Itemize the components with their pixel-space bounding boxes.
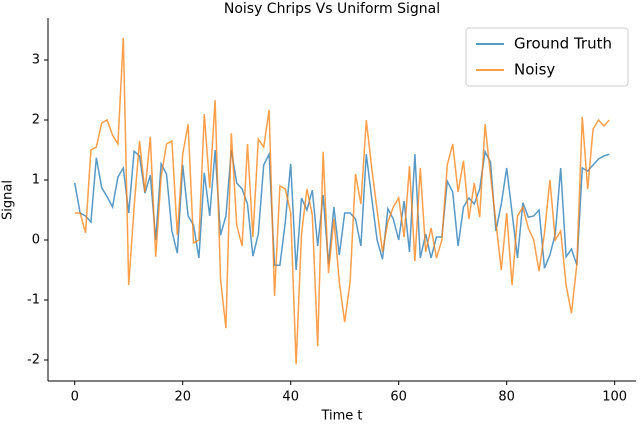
y-tick-label: 0: [32, 233, 40, 248]
x-tick-label: 40: [282, 390, 299, 405]
data-line: [73, 149, 610, 271]
x-tick-label: 60: [390, 390, 407, 405]
y-tick-label: -2: [27, 353, 40, 368]
x-tick-label: 0: [71, 390, 79, 405]
data-line: [74, 37, 610, 365]
legend-label: Ground Truth: [514, 35, 612, 53]
x-tick-label: 20: [174, 390, 191, 405]
y-axis-label: Signal: [1, 180, 16, 220]
y-tick-label: 1: [32, 173, 40, 188]
legend-label: Noisy: [514, 61, 555, 79]
chart-title: Noisy Chrips Vs Uniform Signal: [224, 1, 440, 17]
y-tick-label: 3: [32, 53, 40, 68]
legend-box: [465, 27, 629, 87]
x-tick-label: 100: [602, 390, 627, 405]
y-tick-label: -1: [27, 293, 40, 308]
x-axis-label: Time t: [320, 409, 362, 424]
x-tick-label: 80: [498, 390, 515, 405]
y-tick-label: 2: [32, 113, 40, 128]
